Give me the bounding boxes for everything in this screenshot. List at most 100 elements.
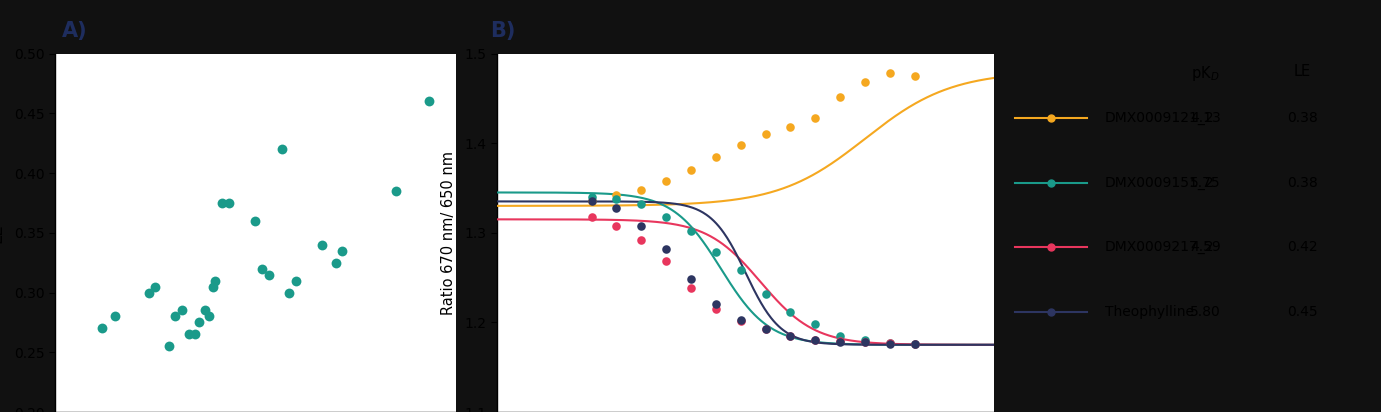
Point: [829, 338, 851, 344]
Point: [829, 93, 851, 100]
Point: [271, 146, 293, 152]
Text: 4.59: 4.59: [1190, 240, 1221, 254]
Point: [878, 341, 900, 347]
Text: DMX0009151_2: DMX0009151_2: [1105, 176, 1215, 190]
Point: [251, 265, 273, 272]
Text: A): A): [62, 21, 88, 41]
Text: 0.42: 0.42: [1287, 240, 1317, 254]
Point: [384, 188, 406, 194]
Point: [244, 218, 267, 224]
Point: [418, 98, 441, 105]
Point: [218, 200, 240, 206]
Point: [197, 313, 220, 320]
Text: DMX0009217_2: DMX0009217_2: [1105, 240, 1214, 254]
Point: [630, 201, 652, 207]
Point: [655, 246, 677, 252]
Point: [284, 277, 307, 284]
Y-axis label: LE: LE: [0, 223, 6, 243]
Point: [903, 341, 925, 347]
Point: [804, 115, 826, 122]
Text: DMX0009121_2: DMX0009121_2: [1105, 111, 1215, 125]
Point: [105, 313, 127, 320]
Point: [630, 236, 652, 243]
Text: 4.13: 4.13: [1190, 111, 1221, 125]
Text: pK$_D$: pK$_D$: [1192, 64, 1219, 83]
Point: [211, 200, 233, 206]
Point: [804, 337, 826, 344]
Y-axis label: Ratio 670 nm/ 650 nm: Ratio 670 nm/ 650 nm: [442, 151, 456, 315]
Point: [804, 321, 826, 328]
Point: [325, 260, 347, 266]
Point: [204, 277, 226, 284]
Point: [145, 283, 166, 290]
Point: [202, 283, 224, 290]
Text: LE: LE: [1294, 64, 1311, 80]
Point: [804, 337, 826, 344]
Text: 5.75: 5.75: [1190, 176, 1221, 190]
Point: [157, 343, 180, 350]
Point: [853, 79, 876, 86]
Point: [178, 331, 200, 338]
Point: [729, 267, 751, 274]
Point: [779, 332, 801, 339]
Point: [679, 228, 702, 234]
Point: [704, 249, 726, 256]
Point: [655, 258, 677, 265]
Point: [164, 313, 186, 320]
Text: 0.45: 0.45: [1287, 304, 1317, 318]
Point: [138, 289, 160, 296]
Point: [729, 317, 751, 324]
Point: [903, 341, 925, 347]
Point: [580, 194, 602, 200]
Point: [605, 222, 627, 229]
Point: [704, 301, 726, 308]
Point: [278, 289, 300, 296]
Point: [754, 290, 776, 297]
Point: [630, 187, 652, 193]
Point: [679, 276, 702, 283]
Point: [655, 213, 677, 220]
Point: [779, 332, 801, 339]
Point: [580, 198, 602, 205]
Point: [829, 339, 851, 345]
Point: [605, 192, 627, 199]
Point: [779, 308, 801, 315]
Point: [704, 306, 726, 312]
Point: [853, 337, 876, 344]
Point: [754, 131, 776, 138]
Point: [679, 167, 702, 173]
Text: Theophylline: Theophylline: [1105, 304, 1195, 318]
Point: [729, 316, 751, 323]
Text: 0.38: 0.38: [1287, 111, 1317, 125]
Point: [630, 222, 652, 229]
Point: [853, 339, 876, 345]
Point: [311, 241, 333, 248]
Point: [704, 153, 726, 160]
Text: 5.80: 5.80: [1190, 304, 1221, 318]
Point: [679, 285, 702, 292]
Point: [193, 307, 215, 314]
Point: [754, 325, 776, 332]
Point: [779, 124, 801, 130]
Point: [903, 73, 925, 79]
Point: [605, 195, 627, 202]
Point: [729, 142, 751, 148]
Point: [171, 307, 193, 314]
Point: [829, 332, 851, 339]
Point: [853, 339, 876, 345]
Point: [655, 178, 677, 184]
Text: B): B): [490, 21, 515, 41]
Point: [580, 213, 602, 220]
Point: [605, 204, 627, 211]
Text: 0.38: 0.38: [1287, 176, 1317, 190]
Point: [878, 70, 900, 77]
Point: [91, 325, 113, 332]
Point: [184, 331, 206, 338]
Point: [258, 272, 280, 278]
Point: [580, 198, 602, 205]
Point: [754, 325, 776, 332]
Point: [188, 319, 210, 326]
Point: [903, 341, 925, 347]
Point: [878, 340, 900, 346]
Point: [878, 340, 900, 346]
